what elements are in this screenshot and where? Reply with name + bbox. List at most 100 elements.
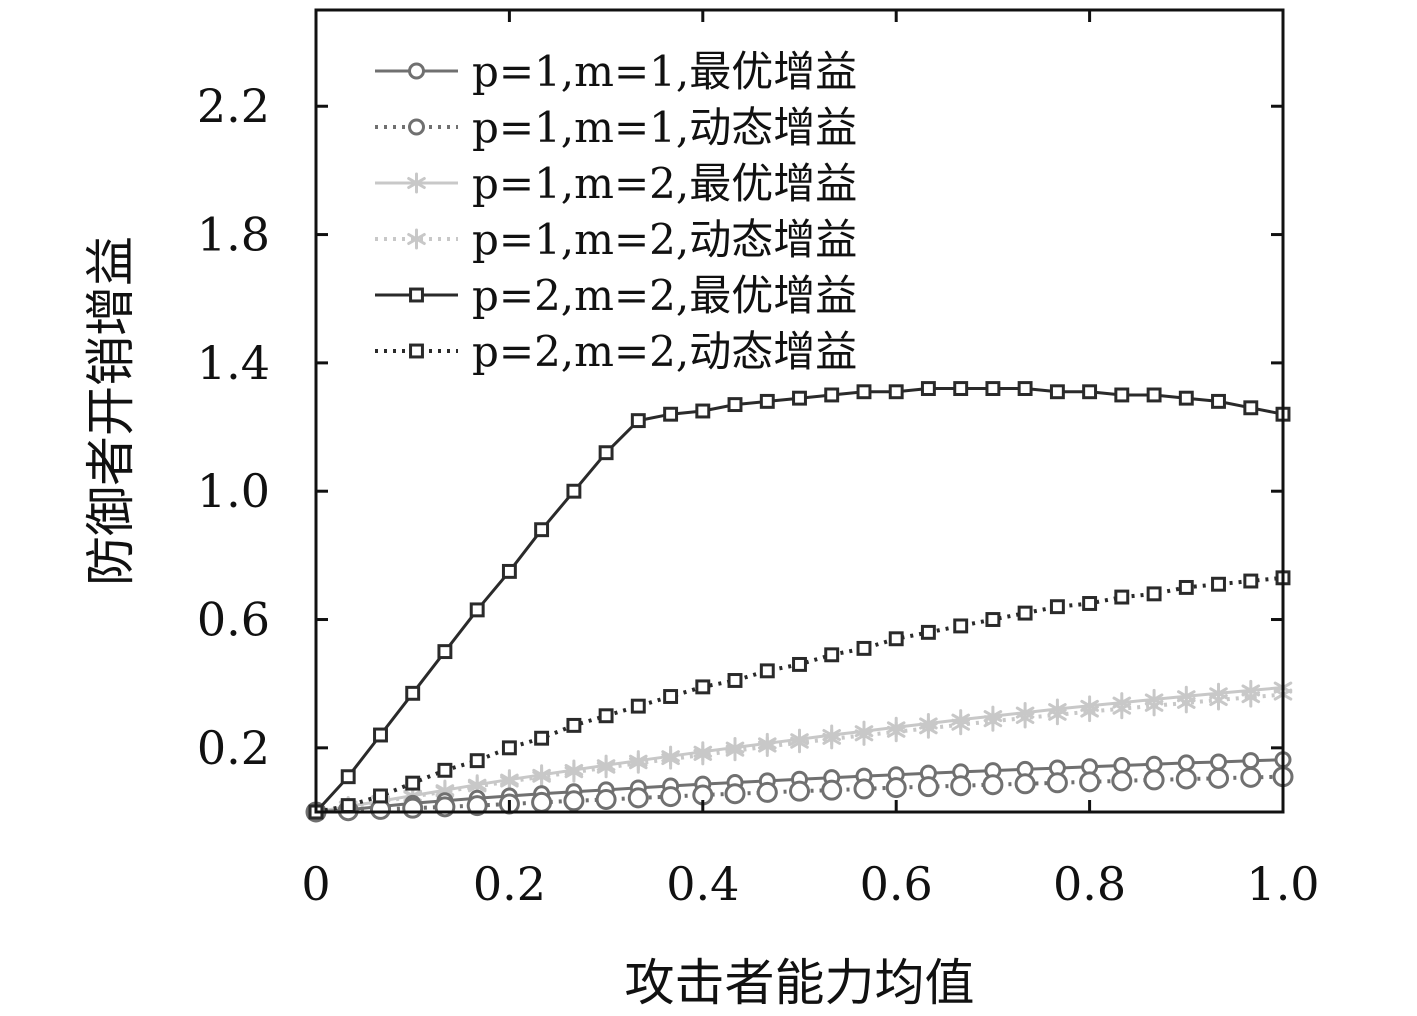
data-point-s1 — [402, 797, 424, 819]
data-point-s5 — [1178, 579, 1194, 595]
data-point-s3 — [661, 748, 680, 770]
y-tick-label: 1.4 — [197, 336, 270, 390]
x-tick-label: 0 — [301, 857, 330, 911]
tick-layer: 0 0.2 0.4 0.6 0.8 1.0 0.2 0.6 1.0 1.4 1.8 2.2 — [197, 10, 1320, 911]
data-point-s3 — [1144, 695, 1164, 717]
data-point-s5 — [1082, 596, 1098, 611]
legend-label-2: p=1,m=2,最优增益 — [472, 159, 857, 208]
data-point-s3 — [854, 724, 874, 746]
x-tick-label: 0.2 — [473, 857, 546, 911]
data-point-s4 — [1082, 384, 1098, 400]
data-point-s5 — [727, 673, 743, 688]
data-point-s5 — [598, 708, 614, 724]
data-point-s3 — [1241, 686, 1261, 708]
legend-item-2: p=1,m=2,最优增益 — [375, 159, 857, 208]
legend-label-0: p=1,m=1,最优增益 — [472, 47, 857, 96]
data-point-s1 — [1046, 772, 1068, 794]
data-point-s4 — [630, 413, 646, 429]
data-point-s1 — [1111, 770, 1133, 792]
data-point-s1 — [1143, 769, 1165, 791]
data-point-s3 — [758, 736, 777, 758]
data-point-s3 — [790, 732, 809, 754]
data-point-s4 — [501, 563, 517, 579]
data-point-s5 — [405, 775, 421, 791]
data-point-s1 — [853, 778, 875, 800]
data-point-s1 — [1175, 768, 1197, 790]
data-point-s3 — [951, 714, 970, 736]
data-point-s5 — [1114, 589, 1130, 605]
legend-item-0: p=1,m=1,最优增益 — [375, 47, 857, 96]
data-point-s1 — [1240, 766, 1262, 788]
data-point-s3 — [725, 740, 745, 762]
x-axis-title: 攻击者能力均值 — [625, 954, 975, 1012]
x-tick-label: 0.6 — [860, 857, 933, 911]
legend-item-4: p=2,m=2,最优增益 — [375, 271, 857, 320]
data-point-s5 — [501, 740, 517, 756]
series-layer — [305, 381, 1294, 823]
data-point-s1 — [789, 780, 810, 802]
data-point-s1 — [756, 781, 778, 803]
data-point-s4 — [340, 769, 356, 785]
data-point-s5 — [856, 640, 872, 656]
data-point-s1 — [531, 791, 553, 813]
data-point-s2 — [407, 172, 426, 194]
data-point-s4 — [1017, 381, 1033, 396]
data-point-s1 — [466, 795, 488, 817]
data-point-s5 — [566, 717, 582, 733]
data-point-s5 — [373, 788, 388, 804]
data-point-s1 — [982, 774, 1004, 796]
data-point-s0 — [1145, 755, 1163, 773]
data-point-s4 — [759, 393, 775, 409]
data-point-s4 — [856, 384, 872, 400]
data-point-s3 — [407, 228, 426, 250]
series-3 — [306, 684, 1293, 823]
data-point-s4 — [409, 287, 424, 303]
legend-item-3: p=1,m=2,动态增益 — [375, 215, 857, 264]
data-point-s3 — [532, 766, 551, 788]
data-point-s3 — [1048, 704, 1067, 726]
data-point-s3 — [886, 721, 906, 743]
data-point-s4 — [888, 384, 904, 400]
data-point-s5 — [340, 798, 356, 814]
data-point-s1 — [660, 786, 682, 808]
data-point-s0 — [1242, 752, 1260, 770]
legend-item-1: p=1,m=1,动态增益 — [375, 103, 857, 152]
data-point-s3 — [1112, 698, 1132, 720]
data-point-s5 — [1146, 586, 1162, 602]
data-point-s5 — [437, 762, 453, 778]
data-point-s4 — [792, 390, 807, 406]
data-point-s3 — [983, 710, 1003, 732]
data-point-s4 — [985, 381, 1001, 396]
data-point-s4 — [1114, 387, 1130, 403]
legend-label-3: p=1,m=2,动态增益 — [472, 215, 857, 264]
series-4 — [308, 381, 1291, 820]
data-point-s5 — [663, 689, 679, 704]
data-point-s5 — [409, 343, 424, 359]
data-point-s1 — [1208, 767, 1230, 789]
data-point-s5 — [1243, 573, 1259, 589]
data-point-s1 — [563, 790, 585, 812]
data-point-s4 — [437, 644, 453, 660]
data-point-s5 — [824, 647, 840, 663]
data-point-s5 — [1017, 605, 1033, 621]
data-point-s1 — [1079, 771, 1101, 793]
data-point-s3 — [1080, 701, 1099, 723]
data-point-s4 — [1211, 393, 1226, 409]
data-point-s3 — [629, 752, 648, 774]
x-tick-label: 0.4 — [666, 857, 739, 911]
data-point-s1 — [1014, 773, 1036, 795]
data-point-s4 — [695, 403, 711, 419]
data-point-s3 — [564, 761, 584, 783]
data-point-s4 — [663, 406, 679, 422]
data-point-s4 — [566, 483, 582, 499]
data-point-s5 — [695, 679, 711, 695]
data-point-s4 — [534, 522, 550, 538]
data-point-s3 — [1209, 689, 1228, 711]
data-point-s4 — [920, 381, 936, 396]
series-1 — [305, 766, 1294, 823]
data-point-s4 — [598, 445, 614, 461]
data-point-s5 — [630, 698, 646, 714]
data-point-s5 — [985, 612, 1001, 627]
y-axis-title: 防御者开销增益 — [82, 236, 140, 586]
